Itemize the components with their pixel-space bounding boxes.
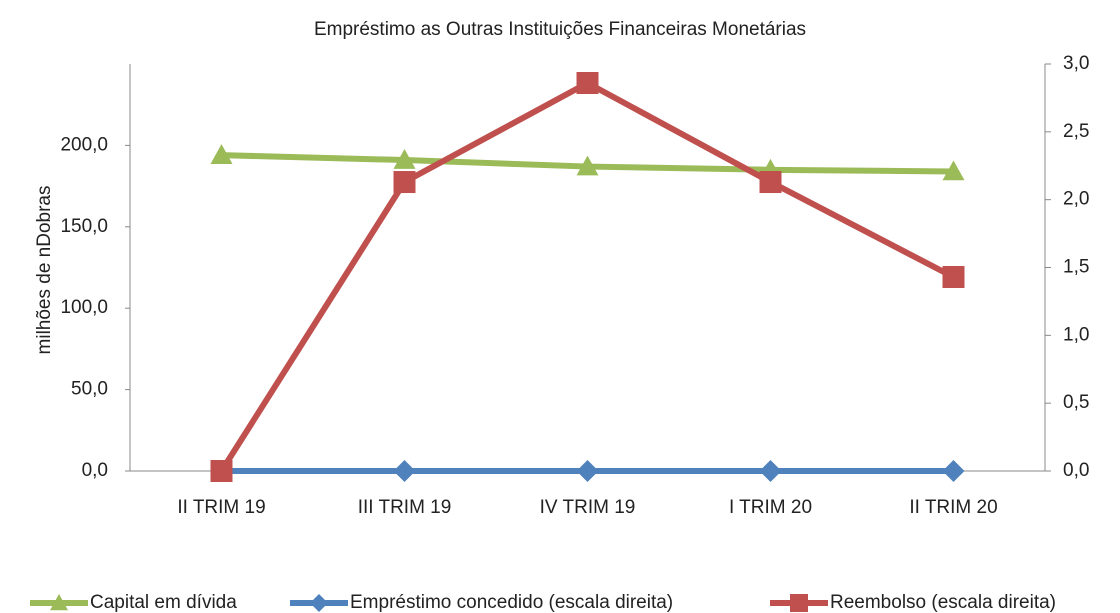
point-marker <box>576 460 599 482</box>
chart-title: Empréstimo as Outras Instituições Financ… <box>314 19 806 40</box>
x-tick-label: II TRIM 19 <box>177 497 265 518</box>
y2-tick-label: 0,0 <box>1063 460 1089 481</box>
legend-marker <box>790 594 808 612</box>
point-marker <box>393 460 416 482</box>
point-marker <box>942 265 965 288</box>
point-marker <box>576 71 599 94</box>
legend-label: Reembolso (escala direita) <box>830 592 1056 613</box>
point-marker <box>210 460 233 482</box>
y-tick-label: 200,0 <box>60 134 108 155</box>
point-marker <box>393 171 416 194</box>
point-marker <box>759 171 782 194</box>
y-axis-label: milhões de nDobras <box>34 186 55 355</box>
point-marker <box>942 160 965 181</box>
y-tick-label: 150,0 <box>60 216 108 237</box>
y2-tick-label: 2,5 <box>1063 121 1089 142</box>
legend-marker <box>50 594 68 611</box>
y2-tick-label: 0,5 <box>1063 392 1089 413</box>
y-tick-label: 0,0 <box>82 460 108 481</box>
legend-marker <box>310 594 328 612</box>
y-tick-label: 100,0 <box>60 297 108 318</box>
legend-label: Capital em dívida <box>90 592 237 613</box>
legend-label: Empréstimo concedido (escala direita) <box>350 592 673 613</box>
x-tick-label: IV TRIM 19 <box>540 497 636 518</box>
point-marker <box>759 460 782 482</box>
point-marker <box>210 144 233 164</box>
y-tick-label: 50,0 <box>71 379 108 400</box>
point-marker <box>942 460 965 482</box>
series-line <box>218 79 955 473</box>
x-tick-label: I TRIM 20 <box>729 497 812 518</box>
y2-tick-label: 2,0 <box>1063 189 1089 210</box>
y2-tick-label: 1,0 <box>1063 324 1089 345</box>
y2-tick-label: 3,0 <box>1063 53 1089 74</box>
x-tick-label: III TRIM 19 <box>358 497 452 518</box>
point-marker <box>576 155 599 176</box>
x-tick-label: II TRIM 20 <box>909 497 997 518</box>
y2-tick-label: 1,5 <box>1063 257 1089 278</box>
point-marker <box>393 149 416 169</box>
